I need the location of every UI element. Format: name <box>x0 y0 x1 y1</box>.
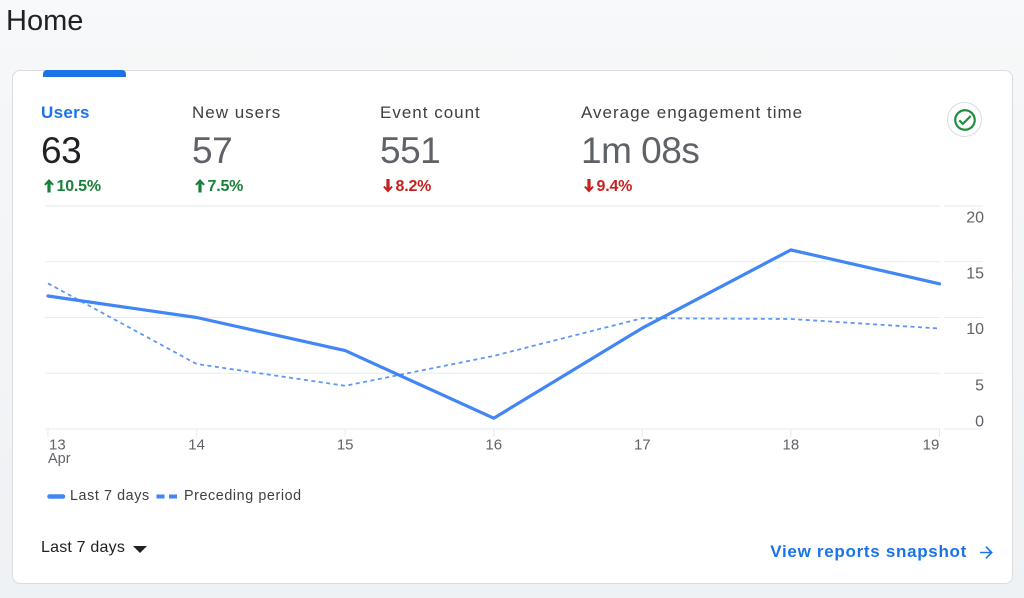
svg-text:20: 20 <box>966 209 984 226</box>
svg-text:Preceding period: Preceding period <box>184 488 302 504</box>
svg-text:15: 15 <box>337 437 354 454</box>
svg-text:18: 18 <box>783 437 800 454</box>
svg-text:14: 14 <box>188 437 205 454</box>
svg-text:13: 13 <box>49 437 66 454</box>
svg-text:15: 15 <box>966 265 984 282</box>
svg-text:19: 19 <box>923 437 940 454</box>
svg-text:Last 7 days: Last 7 days <box>70 488 150 504</box>
svg-text:16: 16 <box>485 437 502 454</box>
svg-text:10: 10 <box>966 321 984 338</box>
svg-text:0: 0 <box>975 413 984 430</box>
svg-text:5: 5 <box>975 377 984 394</box>
svg-text:Apr: Apr <box>48 451 71 467</box>
svg-text:17: 17 <box>634 437 651 454</box>
